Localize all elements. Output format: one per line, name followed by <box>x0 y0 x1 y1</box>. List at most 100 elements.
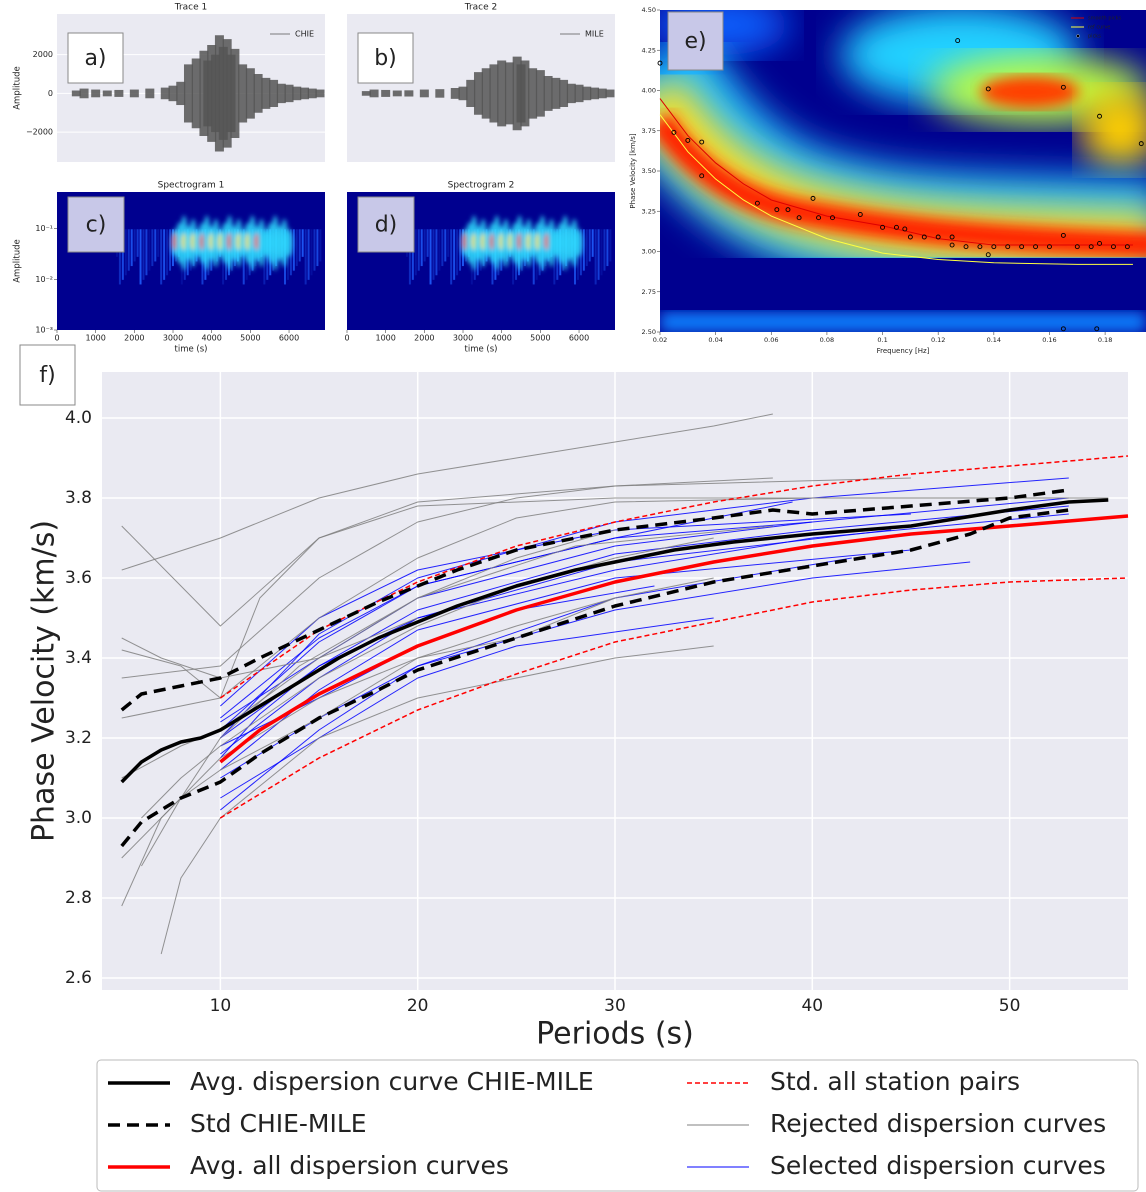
spectrogram-streak <box>145 229 148 276</box>
y-axis-label: Amplitude <box>13 66 23 110</box>
spectrogram-blob <box>561 215 570 271</box>
chart-title: Trace 2 <box>464 3 497 13</box>
y-tick-label: 3.25 <box>642 207 656 215</box>
spectrogram-blob <box>574 229 583 257</box>
pick <box>1060 232 1066 238</box>
x-tick-label: 50 <box>999 996 1021 1016</box>
y-tick-label: 3.50 <box>642 167 656 175</box>
pick <box>1088 244 1094 250</box>
x-tick-label: 2000 <box>414 334 434 343</box>
spectrogram-streak <box>301 229 304 257</box>
spectrogram-streak <box>609 229 612 262</box>
spectrogram-streak <box>295 229 298 267</box>
x-tick-label: 0.1 <box>877 336 887 344</box>
panel-label: b) <box>374 46 397 71</box>
pick <box>830 215 835 221</box>
pick <box>699 139 705 145</box>
spectrogram-streak <box>532 229 535 285</box>
spectrogram-streak <box>242 229 245 285</box>
spectrogram-streak <box>411 229 414 280</box>
x-axis-label: Frequency [Hz] <box>877 347 930 355</box>
spectrogram-streak <box>591 229 594 257</box>
spectrogram-streak <box>438 229 441 271</box>
y-axis-label: Phase Velocity [km/s] <box>629 133 637 208</box>
x-tick-label: 2000 <box>124 334 144 343</box>
spectrogram-streak <box>121 229 124 280</box>
dispersion-curve <box>219 514 1129 764</box>
dispersion-curve <box>220 557 852 811</box>
y-tick-label: 10⁻² <box>35 275 53 284</box>
spectrogram-streak <box>408 229 411 285</box>
pick <box>816 215 822 221</box>
pick <box>1097 113 1102 119</box>
spectrogram-blob <box>257 218 266 268</box>
panel-label-box <box>67 196 125 253</box>
legend-label: smooth picks <box>1088 16 1122 22</box>
y-tick-label: −2000 <box>26 128 53 137</box>
x-tick-label: 6000 <box>279 334 299 343</box>
y-tick-label: 10⁻³ <box>35 326 53 335</box>
spectrogram-streak <box>414 229 417 276</box>
pick <box>985 252 991 258</box>
x-tick-label: 0.08 <box>820 336 834 344</box>
spectrogram-streak <box>606 229 609 267</box>
pick <box>796 215 802 221</box>
y-tick-label: 3.75 <box>642 127 656 135</box>
legend-label: Selected dispersion curves <box>770 1151 1106 1180</box>
pick <box>685 137 691 143</box>
x-tick-label: 40 <box>801 996 823 1016</box>
dispersion-curve <box>141 537 714 819</box>
spectrogram-blob <box>202 215 211 271</box>
spectrogram-streak <box>426 229 429 257</box>
spectrogram-streak <box>450 229 453 285</box>
y-axis-label: Phase Velocity (km/s) <box>27 520 62 842</box>
spectrogram-streak <box>423 229 426 262</box>
x-tick-label: 0.02 <box>653 336 667 344</box>
dispersion-curve <box>219 577 1129 819</box>
spectrogram-streak <box>307 229 310 280</box>
x-tick-label: 10 <box>210 996 232 1016</box>
spectrogram-streak <box>456 229 459 276</box>
spectrogram-streak <box>420 229 423 267</box>
spectrogram-streak <box>417 229 420 271</box>
panel-label-box <box>667 11 724 71</box>
pick <box>949 242 955 248</box>
y-tick-label: 3.00 <box>642 248 656 256</box>
spectrogram-streak <box>136 229 139 257</box>
pick <box>657 60 663 66</box>
curve <box>659 114 1133 265</box>
spectrogram-blob <box>501 218 510 268</box>
dispersion-curve <box>160 645 714 955</box>
x-tick-label: 0.06 <box>764 336 778 344</box>
legend-label: ref curve <box>1088 25 1110 31</box>
x-tick-label: 0.04 <box>708 336 722 344</box>
spectrogram-streak <box>316 229 319 267</box>
spectrogram-streak <box>441 229 444 267</box>
spectrogram-streak <box>169 229 172 271</box>
dispersion-curve <box>120 498 1109 784</box>
legend-box <box>96 1059 1139 1192</box>
pick <box>935 234 941 240</box>
pick <box>977 244 983 250</box>
dispersion-curve <box>120 488 1070 712</box>
spectrogram-streak <box>313 229 316 271</box>
spectrogram-streak <box>432 229 435 280</box>
spectrogram-streak <box>163 229 166 280</box>
pick <box>1097 240 1102 246</box>
dispersion-curve <box>219 455 1129 699</box>
legend-label: Avg. all dispersion curves <box>190 1151 509 1180</box>
spectrogram-blob <box>538 215 547 271</box>
y-tick-label: 4.25 <box>642 46 656 54</box>
x-axis-label: time (s) <box>465 345 498 355</box>
x-tick-label: 3000 <box>163 334 183 343</box>
x-tick-label: 30 <box>604 996 626 1016</box>
pick <box>1074 244 1080 250</box>
spectrogram-streak <box>453 229 456 280</box>
x-tick-label: 4000 <box>202 334 222 343</box>
pick <box>671 129 677 135</box>
spectrogram-blob <box>248 215 257 271</box>
spectrogram-streak <box>160 229 163 285</box>
spectrogram-streak <box>310 229 313 276</box>
x-tick-label: 5000 <box>530 334 550 343</box>
